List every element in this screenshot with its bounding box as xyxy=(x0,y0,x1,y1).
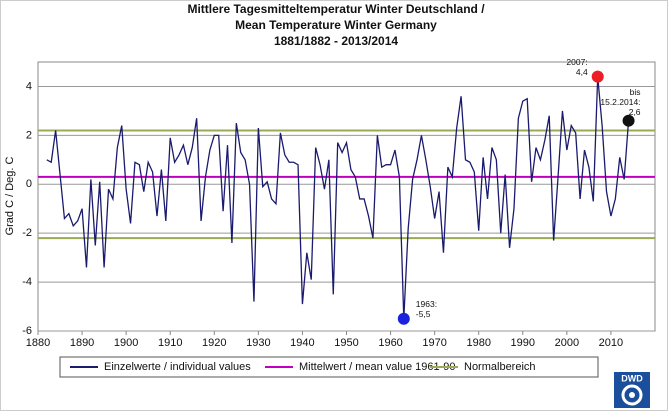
logo: DWD xyxy=(614,372,650,408)
chart-title: 1881/1882 - 2013/2014 xyxy=(274,34,398,48)
y-tick-label: 0 xyxy=(26,178,32,190)
x-tick-label: 1970 xyxy=(422,337,446,349)
annotation: 2,6 xyxy=(629,107,641,117)
x-tick-label: 1880 xyxy=(26,337,50,349)
x-tick-label: 1960 xyxy=(378,337,402,349)
chart-title: Mean Temperature Winter Germany xyxy=(235,18,437,32)
x-tick-label: 1990 xyxy=(511,337,535,349)
highlight-point xyxy=(622,114,635,127)
y-tick-label: 2 xyxy=(26,129,32,141)
data-line xyxy=(46,76,630,319)
annotation: 4,4 xyxy=(576,67,588,77)
y-tick-label: -2 xyxy=(22,227,32,239)
y-tick-label: 4 xyxy=(26,80,32,92)
annotation: bis xyxy=(630,87,641,97)
x-tick-label: 1920 xyxy=(202,337,226,349)
logo-swirl xyxy=(629,392,635,398)
annotation: 15.2.2014: xyxy=(600,97,640,107)
logo-box xyxy=(614,372,650,408)
highlight-point xyxy=(591,70,604,83)
x-tick-label: 1890 xyxy=(70,337,94,349)
x-tick-label: 2010 xyxy=(599,337,623,349)
legend-box xyxy=(59,356,599,378)
x-tick-label: 2000 xyxy=(555,337,579,349)
chart-title: Mittlere Tagesmitteltemperatur Winter De… xyxy=(187,2,485,16)
y-tick-label: -6 xyxy=(22,325,32,337)
legend-label: Normalbereich xyxy=(464,361,536,373)
logo-swirl xyxy=(621,384,643,406)
x-tick-label: 1900 xyxy=(114,337,138,349)
x-tick-label: 1940 xyxy=(290,337,314,349)
highlight-point xyxy=(397,312,410,325)
x-tick-label: 1980 xyxy=(466,337,490,349)
annotation: -5,5 xyxy=(416,309,431,319)
y-axis-title: Grad C / Deg. C xyxy=(4,157,16,236)
legend-label: Einzelwerte / individual values xyxy=(104,361,251,373)
x-tick-label: 1950 xyxy=(334,337,358,349)
y-tick-label: -4 xyxy=(22,276,32,288)
x-tick-label: 1930 xyxy=(246,337,270,349)
logo-text: DWD xyxy=(621,373,643,383)
x-tick-label: 1910 xyxy=(158,337,182,349)
legend-label: Mittelwert / mean value 1961-90 xyxy=(299,361,456,373)
annotation: 1963: xyxy=(416,299,437,309)
annotation: 2007: xyxy=(566,57,587,67)
